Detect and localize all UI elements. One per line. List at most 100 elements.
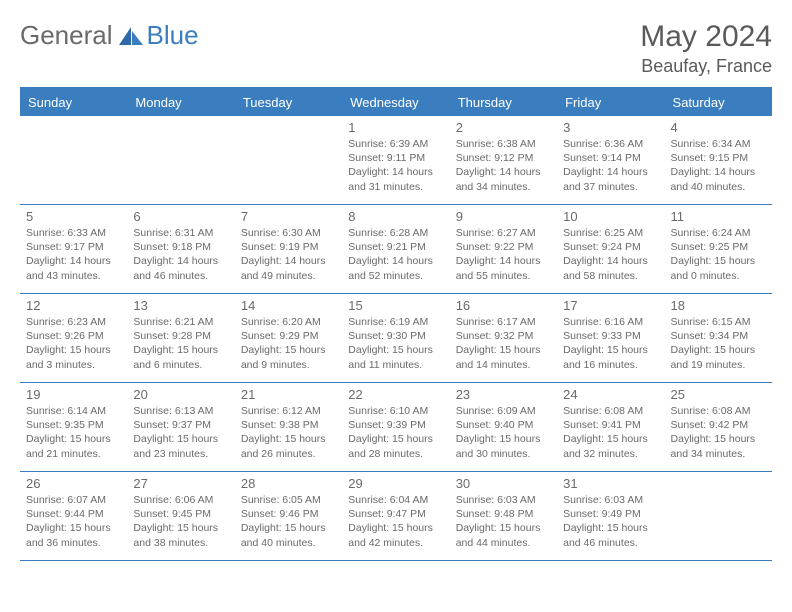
day-number: 21 — [241, 387, 336, 402]
calendar-cell — [235, 116, 342, 204]
day-number: 1 — [348, 120, 443, 135]
day-number: 7 — [241, 209, 336, 224]
day-info: Sunrise: 6:10 AMSunset: 9:39 PMDaylight:… — [348, 404, 443, 461]
calendar-cell: 29 Sunrise: 6:04 AMSunset: 9:47 PMDayligh… — [342, 472, 449, 560]
day-headers-row: SundayMondayTuesdayWednesdayThursdayFrid… — [20, 89, 772, 116]
brand-part2: Blue — [147, 20, 199, 51]
day-info: Sunrise: 6:13 AMSunset: 9:37 PMDaylight:… — [133, 404, 228, 461]
day-number: 23 — [456, 387, 551, 402]
day-info: Sunrise: 6:03 AMSunset: 9:48 PMDaylight:… — [456, 493, 551, 550]
day-header: Thursday — [450, 89, 557, 116]
day-number: 16 — [456, 298, 551, 313]
calendar-cell: 25Sunrise: 6:08 AMSunset: 9:42 PMDayligh… — [665, 383, 772, 471]
day-info: Sunrise: 6:27 AMSunset: 9:22 PMDaylight:… — [456, 226, 551, 283]
day-info: Sunrise: 6:31 AMSunset: 9:18 PMDaylight:… — [133, 226, 228, 283]
day-header: Tuesday — [235, 89, 342, 116]
sail-icon — [117, 25, 145, 47]
day-info: Sunrise: 6:38 AMSunset: 9:12 PMDaylight:… — [456, 137, 551, 194]
day-number: 28 — [241, 476, 336, 491]
day-info: Sunrise: 6:05 AMSunset: 9:46 PMDaylight:… — [241, 493, 336, 550]
day-number: 24 — [563, 387, 658, 402]
day-header: Sunday — [20, 89, 127, 116]
calendar-cell: 22 Sunrise: 6:10 AMSunset: 9:39 PMDayligh… — [342, 383, 449, 471]
day-number: 14 — [241, 298, 336, 313]
day-header: Monday — [127, 89, 234, 116]
calendar-cell: 6Sunrise: 6:31 AMSunset: 9:18 PMDaylight… — [127, 205, 234, 293]
brand-part1: General — [20, 20, 113, 51]
calendar-cell: 14Sunrise: 6:20 AMSunset: 9:29 PMDayligh… — [235, 294, 342, 382]
calendar-cell: 15 Sunrise: 6:19 AMSunset: 9:30 PMDayligh… — [342, 294, 449, 382]
calendar-cell: 7Sunrise: 6:30 AMSunset: 9:19 PMDaylight… — [235, 205, 342, 293]
calendar-cell: 17Sunrise: 6:16 AMSunset: 9:33 PMDayligh… — [557, 294, 664, 382]
day-number: 4 — [671, 120, 766, 135]
calendar-cell: 31Sunrise: 6:03 AMSunset: 9:49 PMDayligh… — [557, 472, 664, 560]
calendar-cell: 10 Sunrise: 6:25 AMSunset: 9:24 PMDayligh… — [557, 205, 664, 293]
day-info: Sunrise: 6:25 AMSunset: 9:24 PMDaylight:… — [563, 226, 658, 283]
calendar-cell: 20 Sunrise: 6:13 AMSunset: 9:37 PMDayligh… — [127, 383, 234, 471]
calendar-cell: 21 Sunrise: 6:12 AMSunset: 9:38 PMDayligh… — [235, 383, 342, 471]
day-info: Sunrise: 6:17 AMSunset: 9:32 PMDaylight:… — [456, 315, 551, 372]
month-title: May 2024 — [640, 20, 772, 54]
day-info: Sunrise: 6:08 AMSunset: 9:41 PMDaylight:… — [563, 404, 658, 461]
day-number: 9 — [456, 209, 551, 224]
day-number: 29 — [348, 476, 443, 491]
day-number: 3 — [563, 120, 658, 135]
brand-logo: General Blue — [20, 20, 199, 51]
calendar-cell: 24 Sunrise: 6:08 AMSunset: 9:41 PMDayligh… — [557, 383, 664, 471]
calendar-cell: 19Sunrise: 6:14 AMSunset: 9:35 PMDayligh… — [20, 383, 127, 471]
day-number: 10 — [563, 209, 658, 224]
day-number: 8 — [348, 209, 443, 224]
calendar-week: 19Sunrise: 6:14 AMSunset: 9:35 PMDayligh… — [20, 383, 772, 472]
day-info: Sunrise: 6:08 AMSunset: 9:42 PMDaylight:… — [671, 404, 766, 461]
day-number: 11 — [671, 209, 766, 224]
day-number: 2 — [456, 120, 551, 135]
day-number: 20 — [133, 387, 228, 402]
header: General Blue May 2024 Beaufay, France — [20, 20, 772, 77]
day-info: Sunrise: 6:21 AMSunset: 9:28 PMDaylight:… — [133, 315, 228, 372]
day-header: Friday — [557, 89, 664, 116]
calendar-cell: 1 Sunrise: 6:39 AMSunset: 9:11 PMDaylight… — [342, 116, 449, 204]
day-info: Sunrise: 6:06 AMSunset: 9:45 PMDaylight:… — [133, 493, 228, 550]
calendar-cell: 13Sunrise: 6:21 AMSunset: 9:28 PMDayligh… — [127, 294, 234, 382]
day-number: 22 — [348, 387, 443, 402]
calendar-cell: 9 Sunrise: 6:27 AMSunset: 9:22 PMDaylight… — [450, 205, 557, 293]
calendar-cell: 5 Sunrise: 6:33 AMSunset: 9:17 PMDaylight… — [20, 205, 127, 293]
title-block: May 2024 Beaufay, France — [640, 20, 772, 77]
calendar-cell: 4 Sunrise: 6:34 AMSunset: 9:15 PMDaylight… — [665, 116, 772, 204]
calendar-cell: 23Sunrise: 6:09 AMSunset: 9:40 PMDayligh… — [450, 383, 557, 471]
calendar-cell: 28 Sunrise: 6:05 AMSunset: 9:46 PMDayligh… — [235, 472, 342, 560]
calendar-cell: 11Sunrise: 6:24 AMSunset: 9:25 PMDayligh… — [665, 205, 772, 293]
location-label: Beaufay, France — [640, 56, 772, 77]
day-info: Sunrise: 6:07 AMSunset: 9:44 PMDaylight:… — [26, 493, 121, 550]
calendar-cell — [20, 116, 127, 204]
day-number: 12 — [26, 298, 121, 313]
day-info: Sunrise: 6:28 AMSunset: 9:21 PMDaylight:… — [348, 226, 443, 283]
calendar-cell: 26 Sunrise: 6:07 AMSunset: 9:44 PMDayligh… — [20, 472, 127, 560]
calendar-cell: 12Sunrise: 6:23 AMSunset: 9:26 PMDayligh… — [20, 294, 127, 382]
calendar-cell: 27 Sunrise: 6:06 AMSunset: 9:45 PMDayligh… — [127, 472, 234, 560]
calendar-cell: 18Sunrise: 6:15 AMSunset: 9:34 PMDayligh… — [665, 294, 772, 382]
day-number: 30 — [456, 476, 551, 491]
day-number: 15 — [348, 298, 443, 313]
day-info: Sunrise: 6:04 AMSunset: 9:47 PMDaylight:… — [348, 493, 443, 550]
calendar-week: 1 Sunrise: 6:39 AMSunset: 9:11 PMDaylight… — [20, 116, 772, 205]
day-info: Sunrise: 6:15 AMSunset: 9:34 PMDaylight:… — [671, 315, 766, 372]
day-info: Sunrise: 6:12 AMSunset: 9:38 PMDaylight:… — [241, 404, 336, 461]
day-header: Wednesday — [342, 89, 449, 116]
day-number: 27 — [133, 476, 228, 491]
day-info: Sunrise: 6:36 AMSunset: 9:14 PMDaylight:… — [563, 137, 658, 194]
calendar-cell — [665, 472, 772, 560]
day-info: Sunrise: 6:19 AMSunset: 9:30 PMDaylight:… — [348, 315, 443, 372]
day-number: 5 — [26, 209, 121, 224]
day-info: Sunrise: 6:34 AMSunset: 9:15 PMDaylight:… — [671, 137, 766, 194]
calendar-cell: 3 Sunrise: 6:36 AMSunset: 9:14 PMDaylight… — [557, 116, 664, 204]
day-number: 19 — [26, 387, 121, 402]
day-number: 17 — [563, 298, 658, 313]
calendar-week: 5 Sunrise: 6:33 AMSunset: 9:17 PMDaylight… — [20, 205, 772, 294]
day-number: 31 — [563, 476, 658, 491]
day-info: Sunrise: 6:39 AMSunset: 9:11 PMDaylight:… — [348, 137, 443, 194]
day-number: 26 — [26, 476, 121, 491]
calendar-week: 12Sunrise: 6:23 AMSunset: 9:26 PMDayligh… — [20, 294, 772, 383]
calendar-cell: 8 Sunrise: 6:28 AMSunset: 9:21 PMDaylight… — [342, 205, 449, 293]
day-info: Sunrise: 6:33 AMSunset: 9:17 PMDaylight:… — [26, 226, 121, 283]
